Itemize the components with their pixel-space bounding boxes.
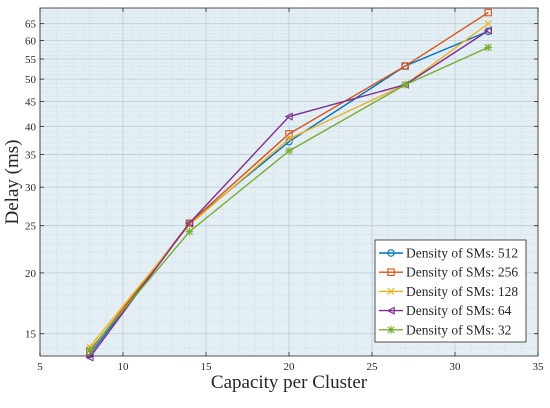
- y-tick-label: 30: [25, 182, 37, 194]
- data-point: [284, 112, 293, 121]
- data-point: [401, 80, 409, 89]
- y-tick-label: 40: [25, 121, 37, 133]
- x-tick-label: 10: [118, 361, 130, 373]
- data-point: [285, 135, 293, 143]
- y-tick-label: 20: [25, 268, 37, 280]
- data-point: [484, 43, 492, 52]
- series-group: [85, 8, 492, 362]
- legend-item: Density of SMs: 256: [379, 265, 518, 280]
- legend-label: Density of SMs: 128: [406, 284, 518, 299]
- x-tick-label: 5: [37, 361, 43, 373]
- legend-swatch-marker: [387, 326, 395, 334]
- data-point: [185, 227, 194, 236]
- y-tick-label: 25: [25, 221, 37, 233]
- legend-item: Density of SMs: 512: [379, 246, 518, 261]
- legend-swatch-marker: [387, 249, 395, 257]
- data-point: [484, 20, 492, 28]
- legend-swatch-marker: [387, 287, 395, 295]
- y-tick-label: 55: [25, 54, 37, 66]
- y-axis-title: Delay (ms): [2, 140, 23, 225]
- x-axis-title: Capacity per Cluster: [211, 372, 368, 393]
- series-line: [89, 30, 489, 358]
- y-tick-label: 65: [25, 19, 37, 31]
- data-point: [86, 346, 94, 354]
- legend-item: Density of SMs: 32: [379, 322, 511, 337]
- legend-item: Density of SMs: 128: [379, 284, 518, 299]
- data-point: [484, 8, 492, 17]
- data-point: [285, 130, 293, 138]
- data-point: [401, 62, 409, 70]
- y-tick-label: 45: [25, 96, 37, 108]
- series-5: [86, 43, 492, 354]
- x-tick-label: 20: [284, 361, 296, 373]
- x-tick-label: 30: [450, 361, 462, 373]
- legend-label: Density of SMs: 512: [406, 246, 518, 261]
- y-tick-label: 15: [25, 329, 37, 341]
- x-tick-label: 15: [201, 361, 213, 373]
- y-tick-label: 35: [25, 150, 37, 162]
- y-tick-label: 60: [25, 36, 37, 48]
- y-tick-label: 50: [25, 74, 37, 86]
- legend-label: Density of SMs: 256: [406, 265, 518, 280]
- grid: [39, 8, 539, 356]
- data-point: [483, 26, 492, 35]
- legend: Density of SMs: 512 Density of SMs: 256 De…: [374, 239, 527, 343]
- data-point: [285, 147, 293, 155]
- legend-swatch-marker: [386, 306, 395, 315]
- legend-label: Density of SMs: 64: [406, 303, 512, 318]
- x-tick-label: 25: [367, 361, 379, 373]
- legend-item: Density of SMs: 64: [379, 303, 512, 318]
- x-tick-label: 35: [533, 361, 545, 373]
- series-4: [85, 26, 492, 362]
- legend-swatch-marker: [387, 268, 395, 276]
- data-point: [184, 219, 194, 228]
- legend-label: Density of SMs: 32: [406, 322, 511, 337]
- axis-ticks: 5 10 15 20 25 30 35 15 20 25 30 35 40 45 50 55 60 65: [25, 8, 544, 373]
